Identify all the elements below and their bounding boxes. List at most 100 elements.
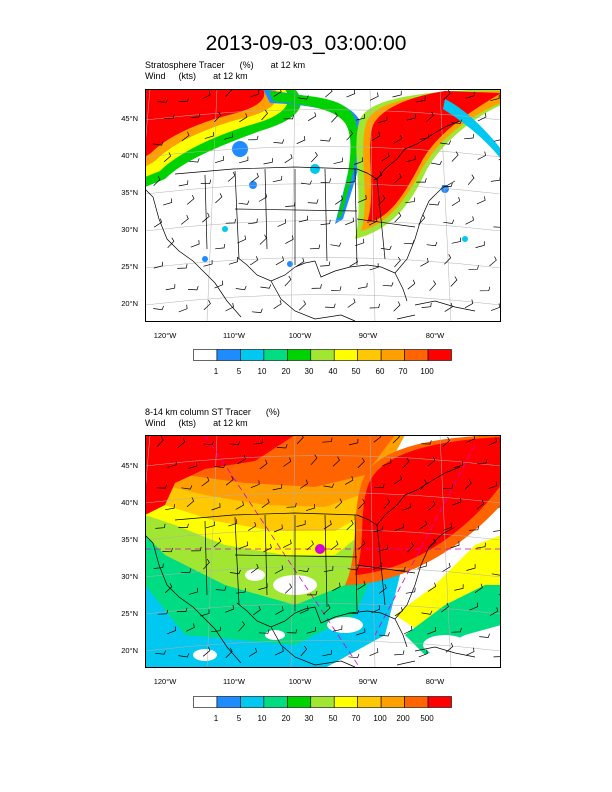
wind-barb (476, 196, 486, 205)
wind-barb (383, 498, 391, 509)
panel2-coast-yellow (395, 535, 501, 635)
wind-barb (394, 523, 404, 531)
wind-barb (403, 625, 413, 635)
wind-barb (162, 547, 173, 553)
wind-barb (464, 479, 472, 490)
wind-barb (299, 479, 309, 489)
wind-barb (253, 439, 263, 445)
wind-barb (373, 483, 385, 489)
panel1-ne-edge-blue (443, 99, 501, 159)
wind-barb (306, 540, 314, 551)
wind-barb (355, 238, 365, 247)
wind-barb (402, 503, 412, 511)
wind-barb (155, 650, 166, 655)
wind-barb (284, 583, 293, 594)
wind-barb (489, 256, 497, 267)
wind-barb (239, 156, 249, 164)
wind-barb (444, 254, 452, 265)
wind-barb (223, 132, 234, 140)
wind-barb (186, 623, 195, 632)
wind-barb (296, 257, 305, 267)
panel2-colorbar-label: 20 (281, 714, 291, 723)
wind-barb (214, 111, 222, 123)
wind-barb (373, 171, 382, 181)
wind-barb (225, 647, 233, 658)
wind-barb (164, 583, 173, 594)
wind-barb (214, 156, 225, 164)
wind-barb (369, 648, 379, 657)
wind-barb (440, 140, 452, 145)
wind-barb (152, 141, 164, 146)
wind-barb (225, 218, 237, 224)
wind-barb (157, 98, 169, 103)
wind-barb (465, 91, 475, 99)
wind-barb (416, 96, 426, 103)
wind-barb (441, 602, 449, 613)
panel2-map (145, 435, 501, 668)
panel1-ne-red (367, 91, 501, 223)
wind-barb (157, 609, 169, 615)
panel1-title-field: Stratosphere Tracer (145, 60, 225, 70)
wind-barb (273, 299, 282, 309)
wind-barb (451, 197, 461, 206)
wind-barb (392, 435, 400, 444)
wind-barb (177, 438, 186, 448)
wind-barb (202, 90, 211, 100)
panel1-colorbar-label: 20 (281, 367, 291, 376)
wind-barb (369, 92, 379, 101)
wind-barb (332, 456, 340, 467)
wind-barb (464, 134, 475, 140)
panel2-clear-patch (369, 652, 421, 668)
wind-barb (344, 476, 354, 485)
wind-barb (323, 483, 335, 488)
panel1-lat-label: 30°N (121, 225, 138, 234)
panel1-blob (441, 185, 449, 193)
wind-barb (203, 260, 213, 267)
wind-barb (357, 194, 367, 203)
wind-barb (200, 609, 210, 617)
wind-barb (228, 519, 238, 527)
wind-barb (393, 134, 402, 144)
wind-barb (348, 438, 359, 446)
wind-barb (323, 604, 331, 615)
panel1-lon-label: 90°W (358, 331, 378, 340)
wind-barb (416, 178, 427, 183)
wind-barb (238, 200, 250, 205)
panel2-ne-red (355, 437, 501, 575)
panel2-lon-label: 80°W (425, 677, 445, 686)
wind-barb (214, 463, 226, 468)
wind-barb (393, 301, 401, 312)
panel2-guide-lines (145, 435, 501, 668)
wind-barb (309, 244, 321, 250)
panel1-colorbar-swatch (404, 349, 429, 361)
wind-barb (165, 284, 176, 291)
wind-barb (225, 89, 233, 97)
wind-barb (454, 584, 464, 591)
wind-barb (311, 284, 322, 289)
wind-barb (153, 563, 164, 569)
wind-barb (153, 218, 163, 228)
wind-barb (307, 112, 317, 122)
panel1-graticule (145, 89, 501, 322)
wind-barb (347, 566, 359, 571)
panel1-lat-label: 40°N (121, 151, 138, 160)
wind-barb (272, 484, 283, 491)
wind-barb (451, 119, 462, 124)
panel1-colorbar-swatch (357, 349, 382, 361)
wind-barb (320, 178, 331, 183)
wind-barb (248, 647, 258, 657)
wind-barb (346, 89, 356, 98)
panel1-colorbar-label: 50 (351, 367, 361, 376)
wind-barb (392, 90, 402, 98)
wind-barb (247, 218, 258, 225)
wind-barb (307, 199, 319, 204)
wind-barb (378, 584, 387, 594)
wind-barb (407, 541, 414, 553)
wind-barb (332, 625, 343, 632)
wind-barb (274, 647, 284, 656)
panel2-lat-label: 35°N (121, 535, 138, 544)
wind-barb (224, 605, 234, 613)
wind-barb (276, 444, 288, 449)
wind-barb (420, 479, 427, 490)
wind-barb (493, 139, 501, 142)
